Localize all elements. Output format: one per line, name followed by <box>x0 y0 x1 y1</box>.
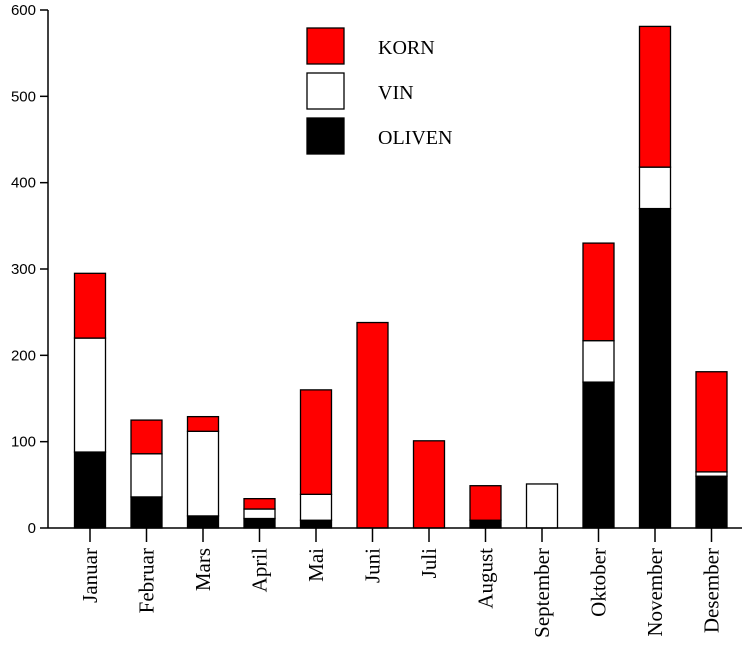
bar-segment-oliven-januar <box>73 451 107 529</box>
bar-segment-oliven-april <box>243 517 276 529</box>
bar-segment-korn-november <box>638 25 672 168</box>
legend-label-korn: KORN <box>378 37 435 59</box>
bar-segment-oliven-oktober <box>582 381 615 529</box>
bar-segment-korn-oktober <box>582 242 615 342</box>
y-tick-label-300: 300 <box>11 261 36 278</box>
bar-segment-korn-april <box>243 497 276 510</box>
bar-segment-vin-november <box>638 166 672 210</box>
legend-swatch-korn <box>306 27 345 65</box>
bars-layer <box>73 25 728 529</box>
bar-segment-vin-februar <box>130 453 163 498</box>
bar-segment-vin-september <box>525 483 559 529</box>
bar-segment-vin-april <box>243 508 276 520</box>
x-tick-label-mars: Mars <box>191 548 215 591</box>
bar-segment-vin-mai <box>299 493 333 521</box>
x-tick-label-oktober: Oktober <box>587 548 611 617</box>
bar-segment-korn-mai <box>299 389 333 495</box>
y-tick-label-100: 100 <box>11 434 36 451</box>
bar-segment-korn-juni <box>356 321 389 529</box>
x-tick-label-september: September <box>530 548 554 638</box>
bar-segment-oliven-august <box>469 519 502 529</box>
legend: KORN VIN OLIVEN <box>306 27 452 155</box>
bar-segment-vin-mars <box>186 430 220 517</box>
bar-segment-oliven-mars <box>186 515 220 529</box>
bar-segment-oliven-mai <box>299 519 333 529</box>
bar-segment-korn-august <box>469 485 502 521</box>
x-tick-label-mai: Mai <box>304 548 328 582</box>
bar-segment-vin-oktober <box>582 340 615 383</box>
bar-segment-oliven-desember <box>695 475 728 529</box>
legend-swatch-oliven <box>306 117 345 155</box>
x-tick-label-juni: Juni <box>361 548 385 583</box>
legend-label-vin: VIN <box>378 82 414 104</box>
x-tick-label-februar: Februar <box>135 548 159 613</box>
x-tick-label-juli: Juli <box>417 548 441 579</box>
bar-segment-oliven-november <box>638 207 672 529</box>
y-tick-label-600: 600 <box>11 2 36 19</box>
bar-segment-oliven-februar <box>130 496 163 529</box>
x-tick-label-januar: Januar <box>78 548 102 603</box>
axes-layer: 0 100 200 300 400 500 600 Januar Februar Mars Apri… <box>11 2 742 638</box>
legend-label-oliven: OLIVEN <box>378 127 452 149</box>
bar-segment-korn-februar <box>130 419 163 455</box>
x-tick-label-desember: Desember <box>700 548 724 633</box>
y-tick-label-200: 200 <box>11 347 36 364</box>
x-tick-label-april: April <box>248 548 272 592</box>
bar-segment-korn-desember <box>695 371 728 473</box>
x-tick-label-november: November <box>643 548 667 637</box>
y-tick-label-0: 0 <box>28 520 36 537</box>
x-tick-label-august: August <box>474 548 498 609</box>
bar-segment-korn-juli <box>412 440 446 529</box>
bar-segment-korn-januar <box>73 272 107 339</box>
legend-swatch-vin <box>306 72 345 110</box>
bar-segment-vin-januar <box>73 337 107 453</box>
bar-segment-korn-mars <box>186 415 220 432</box>
y-tick-label-400: 400 <box>11 175 36 192</box>
y-tick-label-500: 500 <box>11 88 36 105</box>
